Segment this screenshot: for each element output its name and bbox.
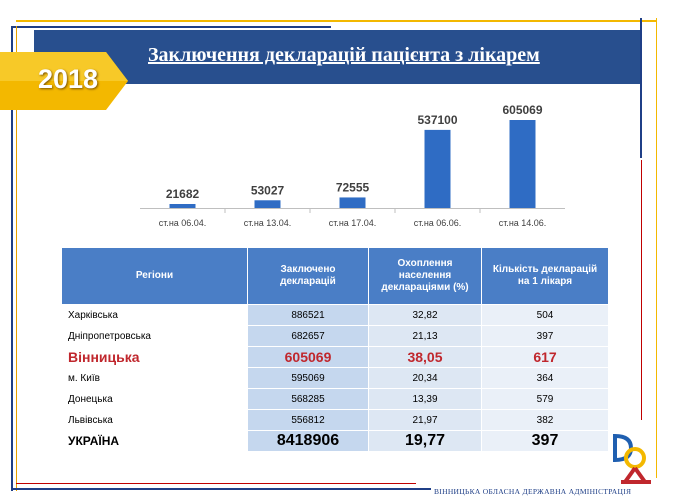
declarations-value: 605069	[247, 346, 369, 368]
year-label: 2018	[38, 64, 99, 94]
region-name: Харківська	[61, 304, 248, 326]
tick-label-1: ст.на 13.04.	[244, 218, 292, 228]
table-row-highlighted: Вінницька 605069 38,05 617	[61, 346, 609, 368]
table-row-total: УКРАЇНА 8418906 19,77 397	[61, 430, 609, 452]
per-doctor-value: 504	[481, 304, 609, 326]
coverage-value: 13,39	[368, 388, 482, 410]
per-doctor-value: 579	[481, 388, 609, 410]
footer-organization: ВІННИЦЬКА ОБЛАСНА ДЕРЖАВНА АДМІНІСТРАЦІЯ	[434, 487, 632, 496]
per-doctor-value: 617	[481, 346, 609, 368]
bar-3	[424, 129, 451, 208]
per-doctor-value: 382	[481, 409, 609, 431]
declarations-value: 682657	[247, 325, 369, 347]
declarations-value: 556812	[247, 409, 369, 431]
frame-left-yellow-line	[16, 26, 17, 491]
data-label-0: 21682	[166, 187, 200, 201]
data-label-4: 605069	[502, 103, 542, 117]
per-doctor-value: 397	[481, 325, 609, 347]
year-badge	[0, 52, 128, 110]
region-name: УКРАЇНА	[61, 430, 248, 452]
header-declarations: Заключено декларацій	[247, 247, 369, 305]
table-header-row: Регіони Заключено декларацій Охоплення н…	[61, 247, 609, 305]
frame-left-line	[11, 26, 13, 491]
declarations-value: 568285	[247, 388, 369, 410]
frame-top-line	[11, 26, 331, 28]
data-label-3: 537100	[417, 113, 457, 127]
header-coverage: Охоплення населення деклараціями (%)	[368, 247, 482, 305]
header-per-doctor: Кількість декларацій на 1 лікаря	[481, 247, 609, 305]
oda-logo	[613, 433, 651, 484]
frame-bottom-red-line	[16, 483, 416, 484]
data-label-2: 72555	[336, 180, 370, 194]
region-name: м. Київ	[61, 367, 248, 389]
bar-0	[169, 204, 196, 208]
declarations-bar-chart: 21682 ст.на 06.04. 53027 ст.на 13.04. 72555 с…	[159, 103, 547, 228]
regions-table: Регіони Заключено декларацій Охоплення н…	[61, 247, 609, 452]
bar-2	[339, 197, 366, 208]
frame-right-red-line	[641, 160, 642, 420]
title-banner	[34, 30, 640, 84]
bar-1	[254, 200, 281, 208]
coverage-value: 21,13	[368, 325, 482, 347]
region-name: Львівська	[61, 409, 248, 431]
tick-label-3: ст.на 06.06.	[414, 218, 462, 228]
region-name: Вінницька	[61, 346, 248, 368]
frame-top-yellow-line	[16, 20, 656, 22]
table-row: Харківська 886521 32,82 504	[61, 304, 609, 326]
tick-label-2: ст.на 17.04.	[329, 218, 377, 228]
frame-bottom-line	[11, 488, 431, 490]
table-row: Донецька 568285 13,39 579	[61, 388, 609, 410]
table-row: Дніпропетровська 682657 21,13 397	[61, 325, 609, 347]
chart-x-axis	[140, 208, 565, 209]
coverage-value: 32,82	[368, 304, 482, 326]
declarations-value: 886521	[247, 304, 369, 326]
coverage-value: 19,77	[368, 430, 482, 452]
slide-title: Заключення декларацій пацієнта з лікарем	[148, 44, 540, 66]
data-label-1: 53027	[251, 183, 285, 197]
tick-label-4: ст.на 14.06.	[499, 218, 547, 228]
declarations-value: 8418906	[247, 430, 369, 452]
table-row: Львівська 556812 21,97 382	[61, 409, 609, 431]
bar-4	[509, 120, 536, 208]
header-regions: Регіони	[61, 247, 248, 305]
coverage-value: 20,34	[368, 367, 482, 389]
per-doctor-value: 397	[481, 430, 609, 452]
region-name: Дніпропетровська	[61, 325, 248, 347]
tick-label-0: ст.на 06.04.	[159, 218, 207, 228]
table-row: м. Київ 595069 20,34 364	[61, 367, 609, 389]
declarations-value: 595069	[247, 367, 369, 389]
coverage-value: 21,97	[368, 409, 482, 431]
per-doctor-value: 364	[481, 367, 609, 389]
frame-right-line	[640, 18, 642, 158]
region-name: Донецька	[61, 388, 248, 410]
frame-right-yellow-line	[656, 18, 657, 478]
coverage-value: 38,05	[368, 346, 482, 368]
